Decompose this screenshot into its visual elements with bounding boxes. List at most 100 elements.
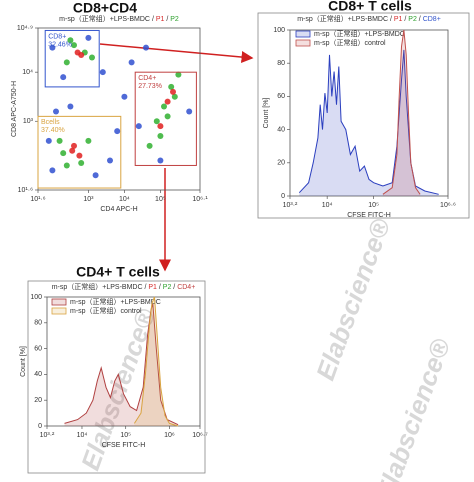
x-tick-label: 10⁵ (120, 432, 131, 439)
x-tick-label: 10⁴ (322, 202, 333, 209)
y-tick-label: 10⁴·⁹ (17, 25, 33, 32)
plot-frame (37, 27, 201, 191)
area (299, 49, 439, 197)
header-part: / (171, 284, 177, 291)
x-axis-label: CFSE FITC-H (102, 442, 146, 449)
point (107, 157, 113, 164)
watermark: Elabscience® (310, 214, 396, 384)
header-part: / (388, 16, 394, 23)
point (69, 147, 76, 154)
arrow (99, 43, 254, 64)
legend-label: m-sp（正常组）+LPS-BMDC (70, 297, 161, 306)
legend-swatch (51, 298, 67, 306)
y-tick-label: 0 (281, 193, 285, 200)
header-part: / (143, 284, 149, 291)
point (49, 44, 56, 51)
point (67, 37, 74, 44)
x-tick-label: 10⁵ (155, 196, 166, 203)
point (63, 162, 70, 169)
x-tick-label: 10⁵ (368, 202, 379, 209)
point (186, 108, 193, 115)
point (60, 74, 67, 81)
y-tick-label: 60 (277, 93, 285, 100)
x-tick-label: 10⁶·¹ (192, 196, 208, 203)
chart-title: CD8+ T cells (328, 0, 412, 14)
point (85, 137, 92, 144)
x-tick-label: 10³ (83, 196, 94, 203)
y-tick-label: 20 (277, 160, 285, 167)
point (89, 54, 95, 61)
gate-name: CD4+ (138, 75, 156, 82)
y-axis-label: Count [%] (20, 346, 27, 377)
panel-frame (257, 12, 470, 219)
gate (37, 115, 122, 189)
legend-label: m-sp（正常组）control (314, 38, 386, 47)
line (64, 303, 179, 426)
point (153, 118, 160, 125)
header-part: P2 (408, 16, 417, 23)
point (85, 34, 92, 41)
point (53, 108, 59, 115)
legend-swatch (51, 307, 67, 315)
point (67, 103, 74, 110)
area (64, 303, 179, 426)
y-tick-label: 20 (34, 397, 42, 404)
point (78, 160, 85, 166)
x-tick-label: 10³·² (40, 432, 55, 439)
gate-percent: 32.46% (48, 41, 72, 48)
y-tick-label: 60 (34, 345, 42, 352)
y-tick-label: 0 (38, 423, 42, 430)
point (71, 142, 77, 149)
point (164, 98, 171, 105)
y-tick-label: 40 (34, 371, 42, 378)
area (134, 297, 179, 426)
point (121, 93, 128, 100)
legend-label: m-sp（正常组）+LPS-BMDC (314, 29, 405, 38)
x-tick-label: 10⁶·⁶ (440, 202, 456, 209)
header-part: / (402, 16, 408, 23)
point (114, 128, 121, 135)
x-tick-label: 10¹·⁶ (30, 196, 45, 203)
header-part: P1 (394, 16, 403, 23)
point (157, 157, 164, 164)
x-tick-label: 10⁴ (77, 432, 88, 439)
header-part: CD4+ (177, 284, 195, 291)
panel-header: m-sp（正常组）+LPS-BMDC / P1 / P2 (59, 14, 179, 23)
header-part: / (417, 16, 423, 23)
header-part: P2 (163, 284, 172, 291)
panel-header: m-sp（正常组）+LPS-BMDC / P1 / P2 / CD4+ (52, 282, 196, 291)
point (164, 113, 171, 120)
point (175, 71, 182, 78)
point (161, 103, 167, 110)
header-part: P2 (170, 16, 179, 23)
header-part: CD8+ (423, 16, 441, 23)
point (78, 52, 85, 58)
x-axis-label: CD4 APC-H (100, 206, 137, 213)
y-tick-label: 10⁴ (22, 69, 33, 76)
point (92, 172, 99, 179)
point (146, 142, 153, 149)
panel-frame (27, 280, 206, 474)
header-part: P1 (156, 16, 165, 23)
x-axis-label: CFSE FITC-H (347, 212, 391, 219)
point (99, 69, 106, 76)
header-part: m-sp（正常组）+LPS-BMDC (52, 282, 143, 291)
line (298, 49, 439, 195)
point (71, 42, 77, 49)
header-part: / (150, 16, 156, 23)
y-tick-label: 40 (277, 126, 285, 133)
gate-percent: 37.40% (41, 127, 65, 134)
gate-percent: 27.73% (138, 83, 162, 90)
point (56, 137, 63, 144)
legend-label: m-sp（正常组）control (70, 306, 142, 315)
header-part: / (164, 16, 170, 23)
gate (44, 29, 100, 88)
point (63, 59, 70, 66)
point (76, 152, 83, 159)
y-tick-label: 10³ (23, 118, 34, 125)
legend-swatch (295, 30, 311, 38)
x-tick-label: 10⁶·⁷ (192, 432, 208, 439)
header-part: m-sp（正常组）+LPS-BMDC (59, 14, 150, 23)
plot-frame (289, 29, 449, 197)
